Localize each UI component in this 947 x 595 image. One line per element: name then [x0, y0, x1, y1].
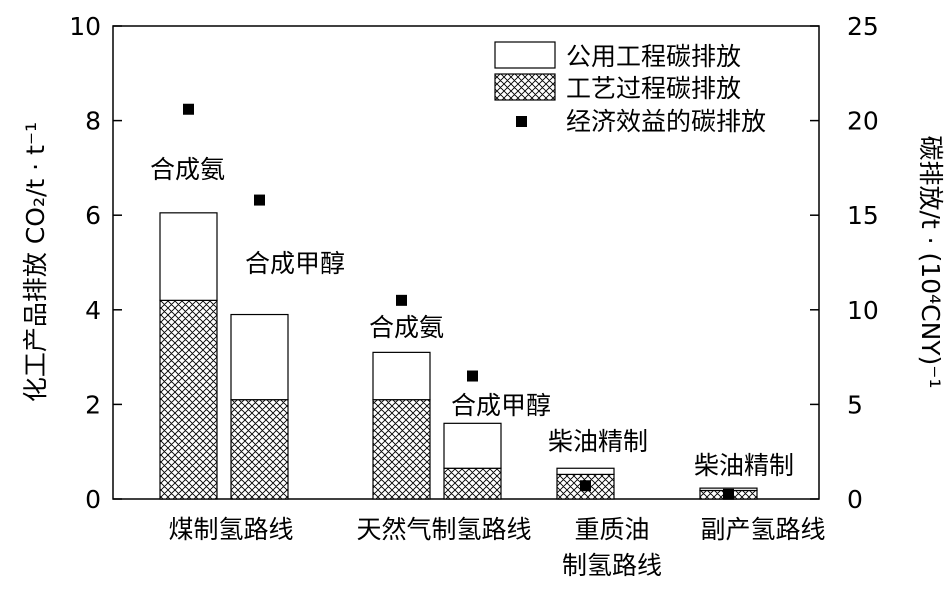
legend-swatch-utility: [494, 41, 556, 69]
bar-product-label: 合成甲醇: [451, 391, 551, 420]
bar-process-segment: [443, 467, 502, 500]
bar-utility-segment: [443, 422, 502, 469]
category-label: 制氢路线: [562, 551, 662, 580]
economic-marker: [396, 294, 407, 306]
category-label: 重质油: [574, 515, 649, 544]
y-right-tick-label: 15: [847, 201, 879, 230]
legend-label: 经济效益的碳排放: [566, 107, 766, 136]
bar-process-segment: [372, 399, 431, 500]
legend-swatch-economic: [516, 116, 527, 127]
legend-label: 工艺过程碳排放: [566, 74, 741, 103]
bar-process-segment: [159, 299, 218, 500]
legend-swatch-process: [494, 73, 556, 101]
bar-utility-segment: [159, 212, 218, 301]
y-right-tick-label: 20: [847, 107, 879, 136]
y-left-axis: 0 2 4 6 8 10: [69, 12, 122, 514]
bar-product-label: 合成氨: [369, 313, 444, 342]
y-right-tick-label: 10: [847, 296, 879, 325]
economic-marker: [467, 370, 478, 382]
y-left-tick-label: 10: [69, 12, 101, 41]
axis-titles: 化工产品排放 CO₂/t · t⁻¹ 碳排放/t · (10⁴CNY)⁻¹: [21, 122, 945, 402]
economic-marker: [580, 480, 591, 492]
bar-product-label: 合成氨: [150, 155, 225, 184]
bar-utility-segment: [230, 313, 289, 401]
bar-process-segment: [230, 399, 289, 500]
economic-marker: [183, 103, 194, 115]
y-left-tick-label: 4: [85, 296, 101, 325]
bar-product-label: 合成甲醇: [245, 249, 345, 278]
y-left-tick-label: 0: [85, 485, 101, 514]
bar-product-label: 柴油精制: [548, 427, 648, 456]
y-left-tick-label: 8: [85, 107, 101, 136]
y-left-tick-label: 2: [85, 390, 101, 419]
legend-label: 公用工程碳排放: [566, 42, 741, 71]
bars-layer: [159, 212, 758, 500]
category-label: 副产氢路线: [700, 515, 825, 544]
category-label: 天然气制氢路线: [356, 515, 531, 544]
economic-marker: [254, 194, 265, 206]
y-left-axis-title: 化工产品排放 CO₂/t · t⁻¹: [21, 122, 50, 402]
y-right-tick-label: 25: [847, 12, 879, 41]
bar-product-label: 柴油精制: [694, 451, 794, 480]
economic-marker: [723, 488, 734, 500]
y-right-tick-label: 0: [847, 485, 863, 514]
category-label: 煤制氢路线: [168, 515, 293, 544]
bar-utility-segment: [556, 467, 615, 476]
y-right-tick-label: 5: [847, 390, 863, 419]
bar-utility-segment: [372, 351, 431, 401]
y-right-axis-title: 碳排放/t · (10⁴CNY)⁻¹: [916, 135, 945, 388]
y-left-tick-label: 6: [85, 201, 101, 230]
markers-layer: [183, 103, 734, 500]
y-right-axis: 0 5 10 15 20 25: [810, 12, 879, 514]
